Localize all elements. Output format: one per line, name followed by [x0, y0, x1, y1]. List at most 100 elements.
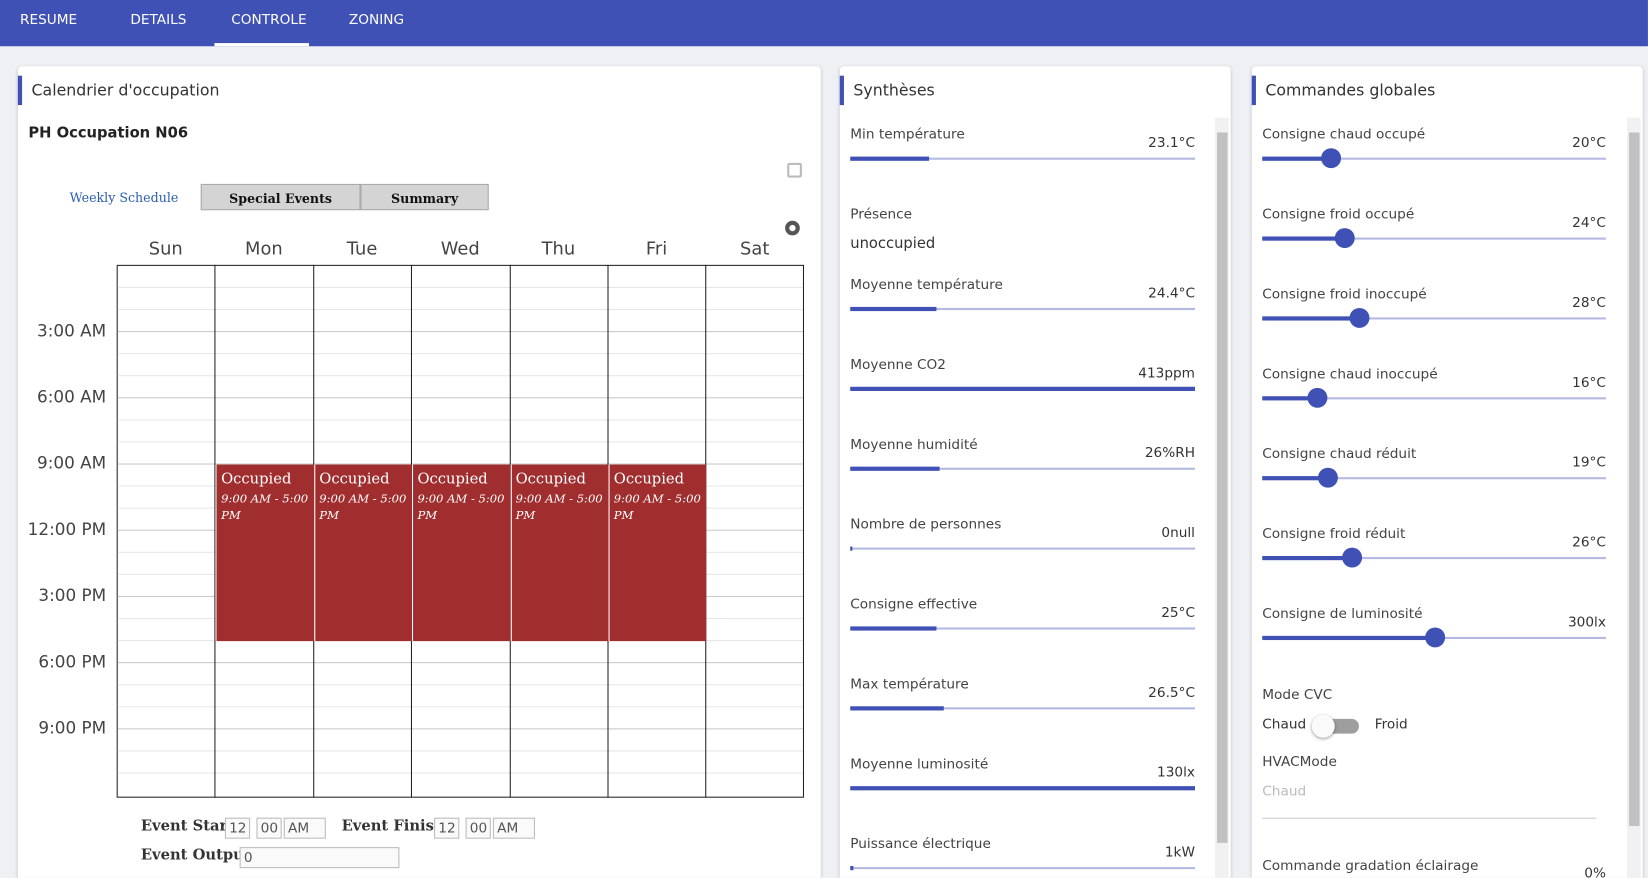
nav-tab[interactable]: RESUME: [19, 12, 78, 29]
schedule-name: PH Occupation N06: [28, 125, 189, 142]
event-time: 9:00 AM - 5:00 PM: [417, 491, 505, 523]
slider-thumb[interactable]: [1318, 467, 1339, 488]
hour-line: [117, 308, 803, 311]
slider-fill: [1262, 555, 1352, 561]
item-name: Nombre de personnes: [850, 517, 1002, 533]
item-name: Consigne froid inoccupé: [1262, 286, 1427, 303]
schedule-tab-label: Special Events: [229, 191, 333, 206]
slider-thumb[interactable]: [1342, 547, 1363, 568]
slider-thumb[interactable]: [1321, 148, 1342, 169]
slider-track: [850, 867, 1195, 870]
slider-track: [850, 307, 1195, 311]
item-value: 300lx: [1567, 614, 1606, 631]
output-select[interactable]: 0: [239, 847, 400, 869]
minute-input[interactable]: 00: [256, 817, 282, 839]
panel-title: Calendrier d'occupation: [31, 80, 220, 100]
hvac-input[interactable]: Chaud: [1262, 784, 1307, 800]
slider-thumb[interactable]: [1307, 387, 1328, 408]
item-name: Consigne de luminosité: [1262, 606, 1423, 623]
slider-fill: [850, 706, 944, 711]
scroll-thumb: [1629, 132, 1640, 827]
item-value: 413ppm: [1138, 365, 1195, 382]
item-value: 24°C: [1572, 215, 1606, 232]
item-name: Consigne froid réduit: [1262, 526, 1406, 543]
item-value: 25°C: [1161, 605, 1195, 622]
event-block[interactable]: Occupied 9:00 AM - 5:00 PM: [215, 464, 315, 642]
hour-line: [117, 684, 803, 686]
event-label: Occupied: [515, 470, 586, 488]
ampm-select[interactable]: AM: [283, 817, 326, 839]
item-value: 130lx: [1157, 765, 1195, 781]
slider-fill: [850, 156, 930, 161]
hour-line: [117, 331, 803, 333]
item-name: Min température: [850, 127, 965, 143]
mode-left: Chaud: [1262, 716, 1307, 733]
slider-thumb[interactable]: [1424, 627, 1445, 648]
item-name: Présence: [850, 207, 913, 223]
event-label: Occupied: [221, 470, 292, 488]
item-value: 20°C: [1572, 135, 1606, 152]
item-name: Commande gradation éclairage: [1262, 858, 1479, 875]
nav-tab[interactable]: ZONING: [348, 12, 405, 29]
nav-tab[interactable]: DETAILS: [130, 12, 187, 29]
item-name: Consigne chaud inoccupé: [1262, 366, 1438, 383]
item-name: Consigne chaud occupé: [1262, 127, 1426, 143]
slider-fill: [850, 866, 854, 871]
schedule-tab[interactable]: Special Events: [200, 183, 361, 211]
output-select-text: 0: [243, 850, 253, 867]
hour-input[interactable]: 12: [224, 817, 251, 839]
hour-line: [117, 772, 803, 774]
toggle-thumb[interactable]: [1311, 714, 1335, 738]
slider-track: [1262, 237, 1606, 240]
slider-thumb[interactable]: [1349, 307, 1369, 328]
minute-input[interactable]: 00: [465, 817, 491, 839]
event-label: Occupied: [417, 470, 488, 488]
top-bar: [0, 0, 1648, 47]
minute-input-text: 00: [469, 820, 488, 837]
slider-track: [1262, 477, 1606, 480]
panel: [839, 66, 1231, 878]
item-name: Consigne effective: [850, 596, 978, 613]
item-value: 26%RH: [1144, 445, 1195, 462]
item-name: Moyenne humidité: [850, 437, 978, 453]
item-name: Consigne chaud réduit: [1262, 446, 1417, 463]
panel-accent: [1251, 75, 1256, 106]
panel-title: Commandes globales: [1265, 80, 1436, 100]
mode-right: Froid: [1374, 716, 1408, 733]
ampm-select[interactable]: AM: [492, 817, 535, 839]
item-value: 26.5°C: [1148, 685, 1195, 702]
day-label: Sun: [148, 238, 183, 260]
nav-tab[interactable]: CONTROLE: [231, 12, 307, 29]
save-icon: [787, 162, 802, 178]
time-label: 3:00 PM: [38, 585, 107, 606]
slider-fill: [1262, 316, 1359, 321]
hour-line: [117, 706, 803, 708]
item-value: 1kW: [1164, 845, 1195, 861]
form-label: Event Finish: [341, 817, 445, 835]
time-label: 12:00 PM: [27, 519, 107, 540]
slider-thumb[interactable]: [1335, 228, 1356, 249]
slider-track: [1262, 317, 1606, 320]
slider-fill: [850, 786, 1195, 791]
time-label: 9:00 PM: [38, 717, 107, 738]
form-label: Event Start: [140, 817, 235, 835]
hour-input[interactable]: 12: [434, 817, 460, 839]
event-block[interactable]: Occupied 9:00 AM - 5:00 PM: [608, 464, 707, 642]
event-time: 9:00 AM - 5:00 PM: [613, 491, 701, 523]
slider-fill: [850, 466, 940, 471]
item-value: 24.4°C: [1148, 285, 1195, 302]
slider-track: [1262, 157, 1606, 160]
schedule-tab[interactable]: Summary: [360, 183, 489, 211]
slider-fill: [1262, 476, 1328, 481]
schedule-tab[interactable]: Weekly Schedule: [47, 183, 201, 211]
event-label: Occupied: [319, 470, 390, 488]
event-block[interactable]: Occupied 9:00 AM - 5:00 PM: [412, 464, 511, 642]
item-name: Moyenne température: [850, 277, 1003, 294]
event-block[interactable]: Occupied 9:00 AM - 5:00 PM: [510, 464, 609, 642]
day-label: Mon: [245, 238, 283, 260]
hour-line: [117, 375, 803, 377]
panel-title: Synthèses: [853, 80, 935, 100]
event-block[interactable]: Occupied 9:00 AM - 5:00 PM: [314, 464, 413, 642]
item-value: 0null: [1161, 525, 1195, 542]
event-time: 9:00 AM - 5:00 PM: [221, 491, 309, 523]
